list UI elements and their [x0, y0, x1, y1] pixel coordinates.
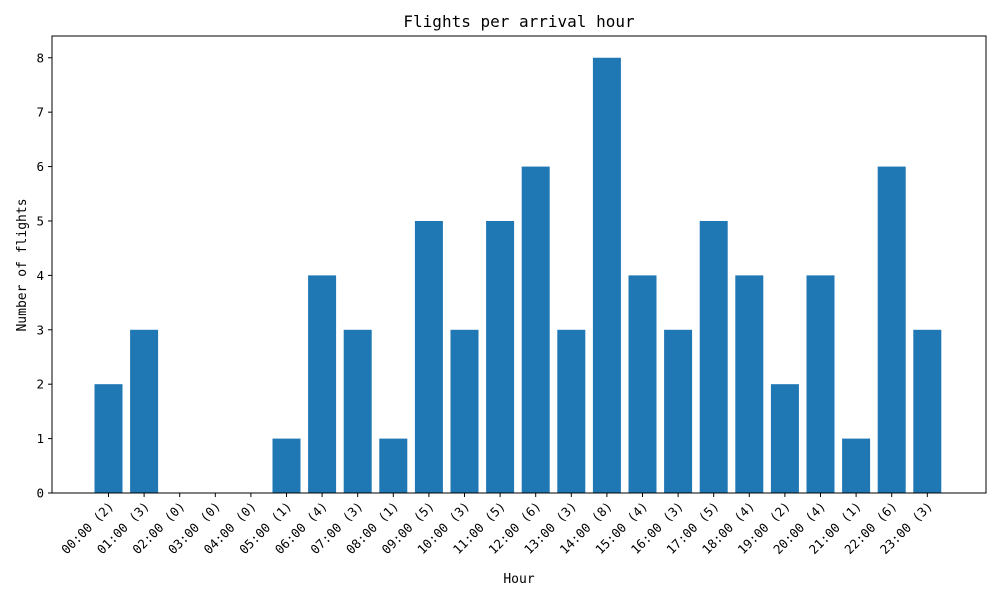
bar: [557, 329, 586, 493]
y-tick-label: 2: [36, 377, 44, 392]
bar: [699, 220, 728, 494]
y-tick-label: 4: [36, 268, 44, 283]
bar: [628, 275, 657, 493]
bar: [343, 329, 372, 493]
bar: [272, 438, 301, 493]
y-tick-label: 1: [36, 431, 44, 446]
bar: [735, 275, 764, 493]
bar: [308, 275, 337, 493]
y-tick-label: 5: [36, 213, 44, 228]
bar: [842, 438, 871, 493]
y-tick-label: 6: [36, 159, 44, 174]
bar: [877, 166, 906, 493]
bar: [379, 438, 408, 493]
bar: [770, 384, 799, 493]
plot-frame: [51, 35, 987, 494]
bar: [913, 329, 942, 493]
bar: [664, 329, 693, 493]
bar: [450, 329, 479, 493]
bar: [521, 166, 550, 493]
bar: [130, 329, 159, 493]
x-axis-label: Hour: [503, 572, 534, 587]
y-tick-label: 3: [36, 322, 44, 337]
bar: [806, 275, 835, 493]
y-tick-label: 0: [36, 486, 44, 501]
y-axis-label: Number of flights: [15, 198, 30, 331]
y-tick-label: 7: [36, 105, 44, 120]
chart-title: Flights per arrival hour: [403, 12, 635, 31]
y-tick-label: 8: [36, 50, 44, 65]
bar: [94, 384, 123, 493]
bar: [414, 220, 443, 494]
bar: [486, 220, 515, 494]
bar: [592, 57, 621, 493]
